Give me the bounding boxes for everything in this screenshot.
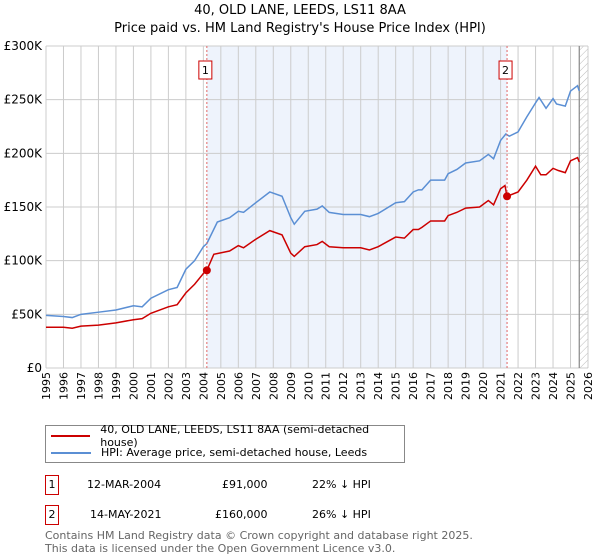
x-tick-label: 2002 [162,372,175,400]
x-tick-label: 1999 [110,372,123,400]
series-line [46,156,580,330]
x-tick-label: 2000 [127,372,140,400]
y-tick-label: £300K [4,39,44,53]
x-tick-label: 2009 [285,372,298,400]
legend-item-hpi: HPI: Average price, semi-detached house,… [51,445,367,460]
x-tick-label: 2013 [355,372,368,400]
x-tick-label: 2006 [232,372,245,400]
y-tick-label: £200K [4,146,44,160]
footer-copyright: Contains HM Land Registry data © Crown c… [45,529,473,542]
sale-badge [498,60,513,80]
x-tick-label: 2019 [460,372,473,400]
sale-point [503,192,512,201]
x-tick-label: 2016 [407,372,420,400]
footer-licence: This data is licensed under the Open Gov… [45,542,396,555]
y-tick-label: £0 [27,361,42,375]
x-tick-label: 2005 [215,372,228,400]
marker-badge: 2 [45,505,59,525]
marker-badge: 1 [45,475,59,495]
x-tick-label: 2011 [320,372,333,400]
transaction-row: 1 12-MAR-2004 £91,000 22% ↓ HPI [45,475,425,495]
transaction-date: 14-MAY-2021 [90,508,162,521]
x-tick-label: 2010 [302,372,315,400]
x-tick-label: 2015 [390,372,403,400]
transaction-diff: 22% ↓ HPI [312,478,371,491]
x-tick-label: 2008 [267,372,280,400]
legend-swatch-red [51,434,91,437]
x-tick-label: 2025 [565,372,578,400]
chart-title: 40, OLD LANE, LEEDS, LS11 8AA [194,3,406,18]
sale-badge [198,60,213,80]
transaction-date: 12-MAR-2004 [87,478,162,491]
footer: Contains HM Land Registry data © Crown c… [45,529,473,555]
x-tick-label: 1996 [57,372,70,400]
x-tick-label: 2026 [582,372,595,400]
legend-item-property: 40, OLD LANE, LEEDS, LS11 8AA (semi-deta… [51,423,404,449]
x-tick-label: 2018 [442,372,455,400]
legend-label: HPI: Average price, semi-detached house,… [101,446,368,459]
transaction-diff: 26% ↓ HPI [312,508,371,521]
x-tick-label: 2012 [337,372,350,400]
transaction-row: 2 14-MAY-2021 £160,000 26% ↓ HPI [45,505,425,525]
legend-swatch-blue [51,451,91,454]
x-tick-label: 2003 [180,372,193,400]
chart-subtitle: Price paid vs. HM Land Registry's House … [114,21,486,36]
x-tick-label: 1998 [92,372,105,400]
series-line [45,84,580,319]
x-tick-label: 2024 [547,372,560,400]
x-tick-label: 1997 [75,372,88,400]
y-tick-label: £100K [4,254,44,268]
sale-badge-label: 2 [502,64,509,77]
y-tick-label: £150K [4,200,44,214]
legend-label: 40, OLD LANE, LEEDS, LS11 8AA (semi-deta… [100,422,370,449]
y-tick-label: £50K [11,307,43,321]
x-tick-label: 2007 [250,372,263,400]
x-tick-label: 2004 [197,372,210,400]
sale-badge-label: 1 [202,64,209,77]
x-tick-label: 2023 [530,372,543,400]
x-tick-label: 2020 [477,372,490,400]
legend: 40, OLD LANE, LEEDS, LS11 8AA (semi-deta… [45,423,405,463]
price-chart: 1995 1996 1997 1998 1999 2000 2001 2002 2003 2004… [4,39,595,400]
x-tick-label: 2014 [372,372,385,400]
x-tick-label: 2017 [425,372,438,400]
x-tick-label: 2022 [512,372,525,400]
y-tick-label: £250K [4,93,44,107]
x-tick-label: 1995 [40,372,53,400]
transaction-price: £91,000 [222,478,268,491]
x-tick-label: 2001 [145,372,158,400]
transaction-price: £160,000 [215,508,268,521]
x-tick-label: 2021 [495,372,508,400]
sale-point [202,266,211,275]
